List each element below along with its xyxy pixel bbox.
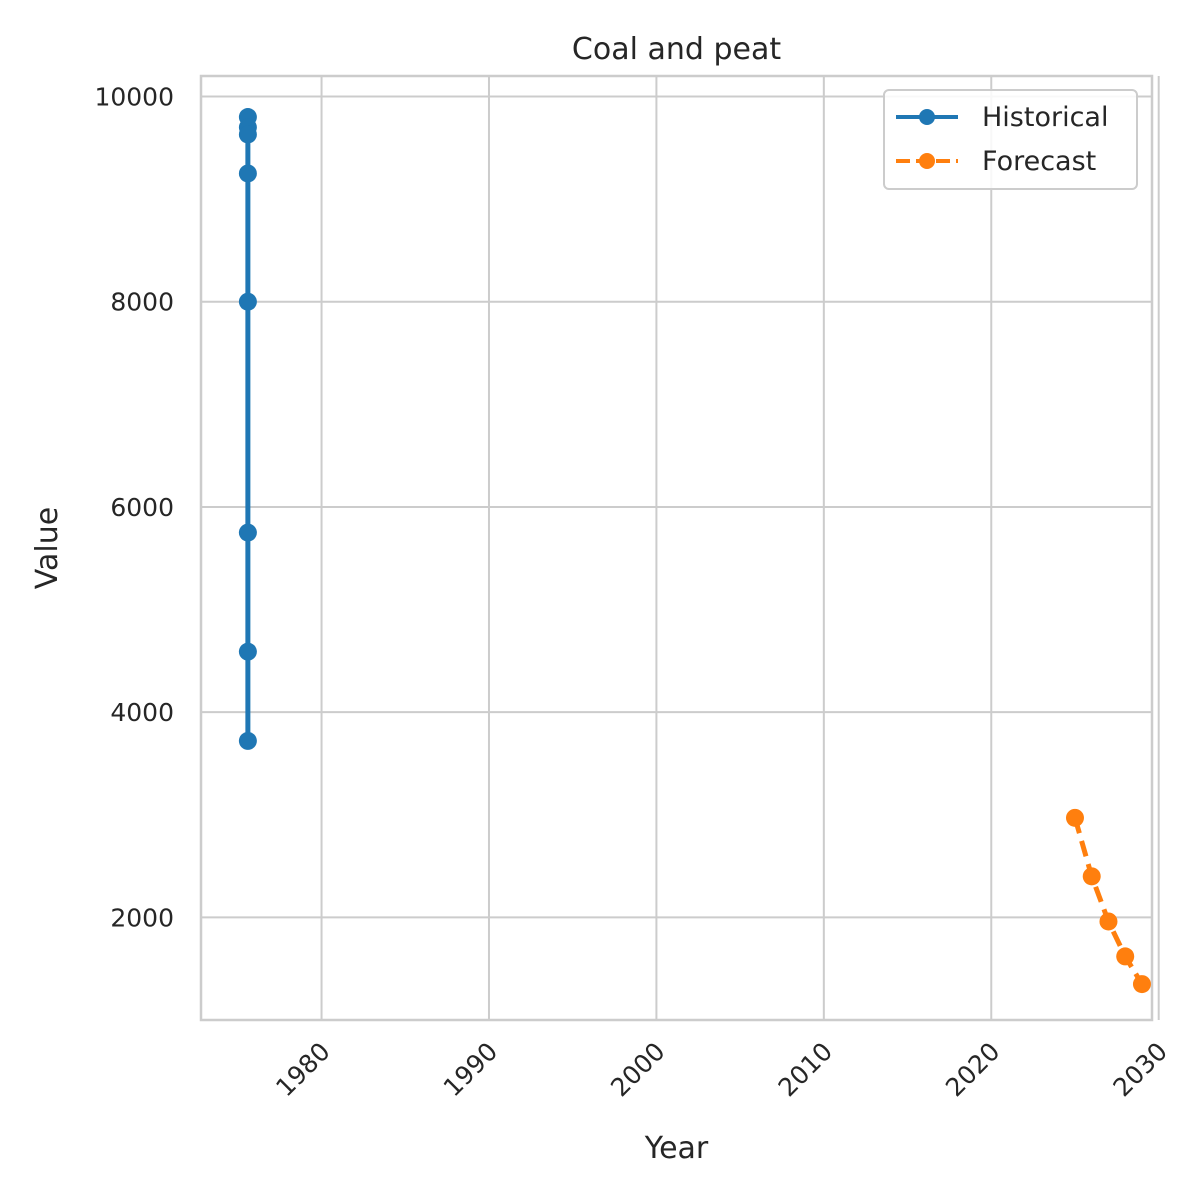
- y-axis-label: Value: [30, 507, 65, 589]
- y-tick-label: 10000: [94, 83, 174, 112]
- legend-forecast-label: Forecast: [982, 146, 1096, 177]
- y-tick-label: 8000: [110, 288, 174, 317]
- forecast-point: [1116, 947, 1135, 966]
- y-tick-label: 4000: [110, 698, 174, 727]
- historical-point: [238, 731, 257, 750]
- historical-point: [238, 125, 257, 144]
- plot-frame: [199, 74, 1154, 1022]
- plot-area: [201, 76, 1152, 1020]
- data-series: [238, 108, 1151, 994]
- legend-box: [883, 89, 1138, 190]
- forecast-series: [1065, 808, 1151, 994]
- historical-point: [238, 642, 257, 661]
- chart-title: Coal and peat: [572, 32, 781, 67]
- x-axis-label: Year: [644, 1131, 709, 1166]
- y-tick-label: 2000: [110, 903, 174, 932]
- forecast-point: [1099, 912, 1118, 931]
- forecast-point: [1082, 867, 1101, 886]
- forecast-point: [1065, 808, 1084, 827]
- historical-point: [238, 292, 257, 311]
- historical-series: [238, 108, 257, 750]
- legend-forecast-marker: [919, 153, 935, 169]
- historical-point: [238, 523, 257, 542]
- legend-historical-label: Historical: [982, 102, 1108, 133]
- forecast-point: [1132, 975, 1151, 994]
- y-tick-label: 6000: [110, 493, 174, 522]
- historical-point: [238, 164, 257, 183]
- legend: Historical Forecast: [883, 89, 1138, 190]
- legend-historical-marker: [919, 109, 935, 125]
